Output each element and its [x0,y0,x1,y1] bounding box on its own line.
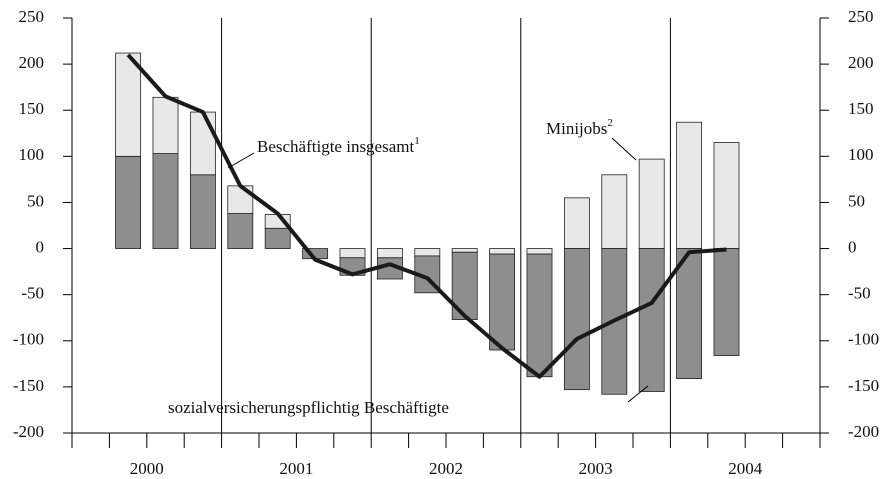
y-tick-label: -100 [13,330,44,349]
bar [676,121,703,249]
y-tick-label: 0 [36,237,45,256]
y-tick-label: 100 [19,145,45,164]
series-label: Beschäftigte insgesamt1 [257,135,420,156]
bar [264,227,291,249]
y-tick-label: 150 [19,99,45,118]
y2-tick-label: 150 [848,99,874,118]
y2-tick-label: 0 [848,237,857,256]
series-name: Beschäftigte insgesamt [257,137,414,156]
footnote-mark: 1 [414,135,420,147]
bar [676,248,703,379]
bar [451,248,478,253]
bar [713,142,740,249]
series-name: Minijobs [546,119,607,138]
y2-tick-label: 100 [848,145,874,164]
y-tick-label: -150 [13,376,44,395]
bar [526,248,553,255]
leader-line [227,152,255,169]
bar [339,248,366,259]
bar [526,253,553,378]
bar [563,248,590,391]
y-tick-label: -200 [13,422,44,441]
y2-tick-label: 200 [848,53,874,72]
y-tick-label: 50 [27,191,44,210]
y2-tick-label: 250 [848,7,874,26]
series-label: Minijobs2 [546,117,613,138]
bar [601,174,628,249]
bar [376,248,403,259]
y2-tick-label: -150 [848,376,879,395]
bar [152,96,179,154]
y2-tick-label: -50 [848,284,871,303]
bar [713,248,740,356]
bar [189,111,216,176]
y-tick-label: 250 [19,7,45,26]
footnote-mark: 2 [607,117,613,129]
y2-tick-label: -100 [848,330,879,349]
bar [414,248,441,257]
line [126,53,727,379]
x-tick-label: 2002 [429,459,463,478]
leader-line [627,385,649,403]
leader-line [611,137,637,161]
x-tick-label: 2004 [728,459,763,478]
bar [115,52,142,157]
bar [115,155,142,249]
y2-tick-label: 50 [848,191,865,210]
y-tick-label: 200 [19,53,45,72]
series-name: sozialversicherungspflichtig Beschäftigt… [168,398,449,417]
bar [152,153,179,249]
y2-tick-label: -200 [848,422,879,441]
bar [227,213,254,249]
y-tick-label: -50 [21,284,44,303]
bar [189,174,216,249]
bar [489,248,516,255]
bar [638,248,665,392]
bar [638,158,665,249]
bar [489,253,516,351]
x-tick-label: 2000 [130,459,164,478]
x-tick-label: 2003 [579,459,613,478]
series-label: sozialversicherungspflichtig Beschäftigt… [168,398,449,417]
x-tick-label: 2001 [279,459,313,478]
bar [563,197,590,249]
